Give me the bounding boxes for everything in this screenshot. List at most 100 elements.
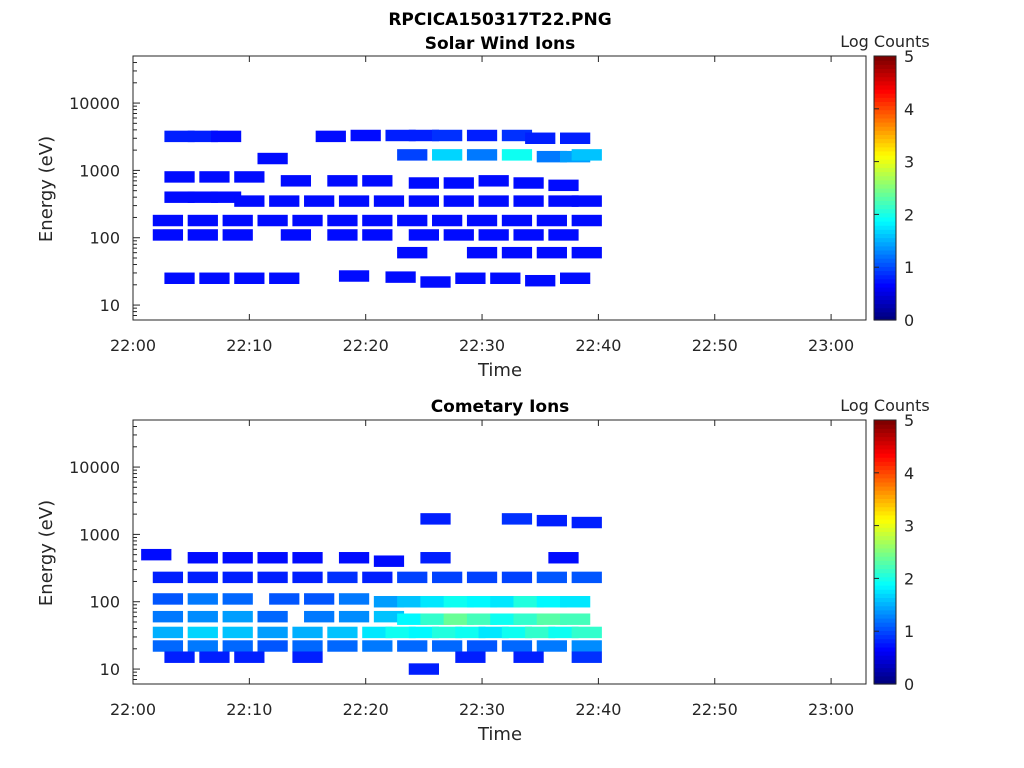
cometary-colorbar-swatch — [874, 609, 896, 615]
solar-wind-axes-frame — [132, 55, 867, 321]
solar-wind-x-tick-label: 22:50 — [692, 336, 738, 355]
solar-wind-x-tick-label: 22:40 — [575, 336, 621, 355]
cometary-colorbar-swatch — [874, 613, 896, 619]
cometary-heatmap-cell — [362, 571, 393, 584]
cometary-heatmap-cell — [373, 555, 405, 567]
cometary-heatmap-cell — [292, 651, 323, 663]
cometary-colorbar-tick-label: 2 — [904, 569, 914, 588]
solar-wind-colorbar-swatch — [874, 89, 896, 94]
solar-wind-colorbar-swatch — [874, 171, 896, 177]
solar-wind-colorbar-tick-label: 2 — [904, 205, 914, 224]
cometary-colorbar: 0 1 2 3 4 5 — [873, 411, 914, 694]
cometary-heatmap-cell — [571, 640, 602, 652]
cometary-heatmap-cell — [152, 610, 184, 623]
cometary-colorbar-swatch — [874, 535, 896, 541]
solar-wind-colorbar-swatch — [874, 188, 896, 193]
solar-wind-heatmap-cell — [362, 175, 393, 187]
cometary-colorbar-swatch — [874, 601, 896, 607]
cometary-colorbar-swatch — [874, 436, 896, 442]
solar-wind-heatmap-cell — [373, 195, 405, 207]
solar-wind-heatmap-cell — [222, 214, 253, 227]
solar-wind-heatmap-cell — [501, 246, 533, 259]
cometary-colorbar-swatch — [874, 420, 896, 425]
solar-wind-heatmap-cell — [187, 214, 218, 227]
cometary-heatmap-cell — [257, 610, 288, 623]
cometary-colorbar-swatch — [874, 626, 896, 631]
solar-wind-colorbar-swatch — [874, 76, 896, 82]
solar-wind-heatmap-cell — [571, 149, 602, 161]
cometary-colorbar-swatch — [874, 432, 896, 438]
cometary-heatmap-cell — [443, 596, 474, 608]
cometary-heatmap-cell — [560, 613, 591, 625]
solar-wind-heatmap-cell — [164, 130, 195, 143]
solar-wind-heatmap-cell — [560, 132, 591, 144]
cometary-heatmap-cell — [292, 640, 323, 652]
cometary-heatmap-cell — [397, 613, 428, 625]
solar-wind-heatmap-cell — [385, 271, 416, 283]
solar-wind-colorbar-swatch — [874, 274, 896, 280]
solar-wind-heatmap-cell — [210, 191, 242, 203]
cometary-heatmap-cell — [455, 626, 486, 639]
cometary-colorbar-swatch — [874, 477, 896, 483]
cometary-heatmap-cell — [455, 651, 486, 663]
cometary-heatmap-cell — [292, 626, 323, 639]
cometary-heatmap-cell — [257, 571, 288, 584]
solar-wind-heatmap-cell — [269, 195, 300, 207]
cometary-heatmap-cell — [164, 651, 195, 663]
solar-wind-colorbar-swatch — [874, 150, 896, 156]
cometary-colorbar-swatch — [874, 465, 896, 471]
cometary-colorbar-swatch — [874, 568, 896, 574]
solar-wind-heatmap-cell — [338, 195, 370, 207]
solar-wind-heatmap-cell — [466, 129, 498, 142]
cometary-heatmap-cell — [152, 626, 184, 639]
solar-wind-heatmap-cell — [327, 175, 358, 187]
solar-wind-colorbar-swatch — [874, 84, 896, 90]
solar-wind-x-tick-label: 22:30 — [459, 336, 505, 355]
solar-wind-colorbar-swatch — [874, 303, 896, 309]
solar-wind-heatmap-cell — [478, 175, 509, 187]
cometary-colorbar-swatch — [874, 453, 896, 458]
solar-wind-heatmap-cell — [152, 229, 184, 241]
solar-wind-heatmap-cell — [548, 179, 579, 192]
solar-wind-heatmap-cell — [280, 229, 312, 241]
solar-wind-colorbar-swatch — [874, 117, 896, 123]
cometary-heatmap-cell — [373, 596, 405, 608]
solar-wind-colorbar-swatch — [874, 142, 896, 148]
cometary-y-tick-label: 10000 — [69, 458, 120, 477]
cometary-heatmap-cell — [560, 596, 591, 608]
cometary-heatmap-cell — [536, 596, 567, 608]
solar-wind-colorbar-swatch — [874, 97, 896, 102]
cometary-colorbar-swatch — [874, 597, 896, 603]
cometary-colorbar-swatch — [874, 531, 896, 537]
cometary-heatmap-cell — [327, 571, 358, 584]
cometary-heatmap-cell — [187, 571, 218, 584]
cometary-colorbar-swatch — [874, 576, 896, 582]
solar-wind-heatmap-cell — [338, 270, 370, 282]
solar-wind-colorbar-swatch — [874, 311, 896, 317]
cometary-colorbar-swatch — [874, 572, 896, 578]
cometary-heatmap-cell — [257, 626, 288, 639]
solar-wind-heatmap-cell — [362, 229, 393, 241]
cometary-heatmap-cell — [432, 571, 463, 584]
cometary-heatmap-cell — [304, 610, 335, 623]
cometary-colorbar-swatch — [874, 585, 896, 590]
cometary-colorbar-swatch — [874, 510, 896, 516]
cometary-heatmap-cell — [141, 548, 172, 561]
solar-wind-colorbar-swatch — [874, 192, 896, 197]
cometary-axes: 22:00 22:10 22:20 22:30 22:40 22:50 23:00 10 100… — [69, 419, 867, 719]
cometary-colorbar-label: Log Counts — [840, 396, 930, 415]
cometary-panel-title: Cometary Ions — [431, 397, 570, 417]
solar-wind-heatmap-cell — [408, 129, 439, 142]
cometary-heatmap-cell — [536, 640, 567, 652]
solar-wind-heatmap-cell — [164, 171, 195, 183]
cometary-heatmap-cell — [420, 552, 451, 564]
cometary-heatmap-cell — [525, 626, 556, 639]
solar-wind-heatmap-cell — [432, 149, 463, 161]
solar-wind-colorbar-swatch — [874, 200, 896, 206]
cometary-heatmap-cell — [338, 593, 370, 605]
solar-wind-heatmap-cell — [327, 229, 358, 241]
solar-wind-colorbar-swatch — [874, 101, 896, 107]
cometary-colorbar-swatch — [874, 461, 896, 466]
solar-wind-y-tick-label: 10 — [100, 296, 120, 315]
solar-wind-heatmap-cell — [478, 229, 509, 241]
